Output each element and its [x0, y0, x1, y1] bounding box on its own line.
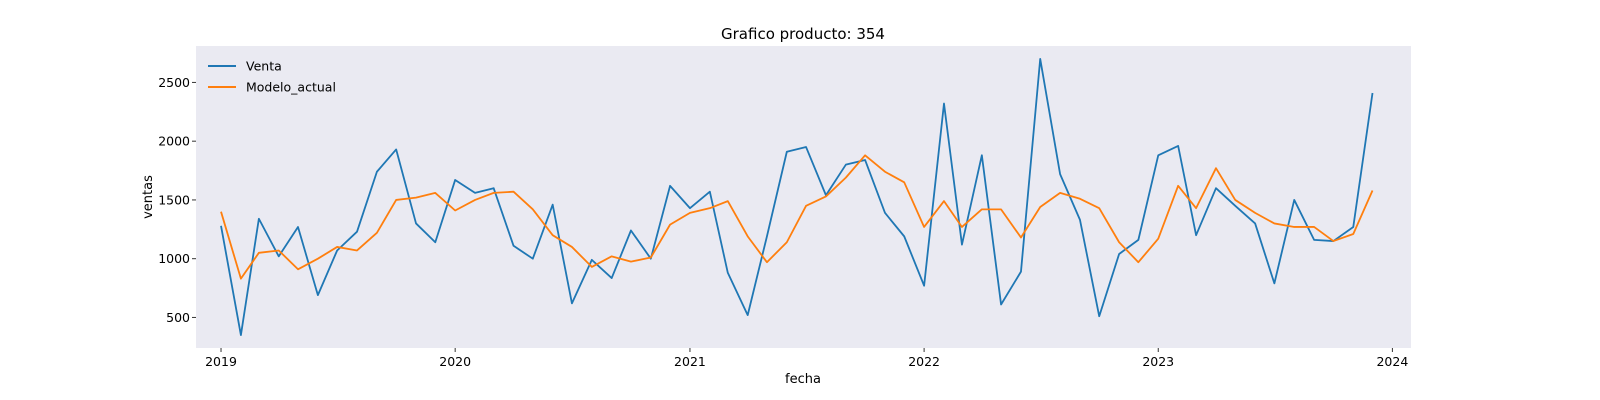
legend: Venta Modelo_actual: [208, 59, 336, 95]
x-axis-label: fecha: [785, 372, 821, 387]
x-tick-label: 2019: [205, 354, 237, 369]
y-tick-label: 2500: [158, 75, 190, 90]
legend-label: Modelo_actual: [246, 80, 336, 95]
y-tick-label: 500: [166, 310, 190, 325]
x-tick-label: 2021: [674, 354, 706, 369]
y-axis-label: ventas: [141, 175, 156, 219]
chart-title: Grafico producto: 354: [721, 25, 885, 43]
series-line-venta: [220, 58, 1374, 336]
series-layer: [220, 58, 1374, 336]
y-axis-ticks: 500 1000 1500 2000 2500: [158, 75, 196, 325]
x-tick-label: 2023: [1142, 354, 1174, 369]
x-tick-label: 2022: [908, 354, 940, 369]
y-tick-label: 2000: [158, 134, 190, 149]
x-axis-ticks: 2019 2020 2021 2022 2023 2024: [205, 348, 1408, 369]
series-line-modelo-actual: [220, 154, 1374, 280]
legend-label: Venta: [246, 59, 282, 74]
x-tick-label: 2020: [439, 354, 471, 369]
x-tick-label: 2024: [1376, 354, 1408, 369]
plot-area: [196, 46, 1411, 348]
y-tick-label: 1500: [158, 192, 190, 207]
y-tick-label: 1000: [158, 251, 190, 266]
